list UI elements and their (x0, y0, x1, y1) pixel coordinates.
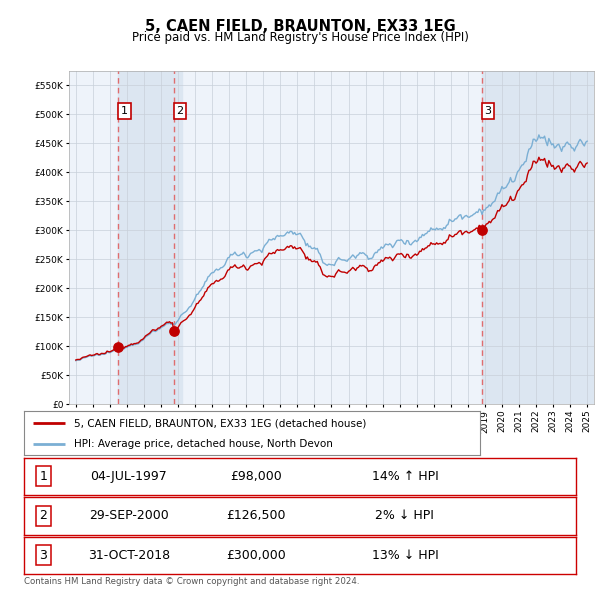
Text: 31-OCT-2018: 31-OCT-2018 (88, 549, 170, 562)
Point (113, 343, 123, 352)
Text: 2: 2 (40, 509, 47, 523)
Bar (482, 71, 594, 404)
Text: 14% ↑ HPI: 14% ↑ HPI (371, 470, 438, 483)
Text: 04-JUL-1997: 04-JUL-1997 (91, 470, 167, 483)
Text: 13% ↓ HPI: 13% ↓ HPI (371, 549, 438, 562)
Text: Price paid vs. HM Land Registry's House Price Index (HPI): Price paid vs. HM Land Registry's House … (131, 31, 469, 44)
Text: 2: 2 (176, 106, 184, 116)
Text: Contains HM Land Registry data © Crown copyright and database right 2024.: Contains HM Land Registry data © Crown c… (24, 577, 359, 586)
Text: 1: 1 (40, 470, 47, 483)
Text: 3: 3 (485, 106, 491, 116)
Text: 5, CAEN FIELD, BRAUNTON, EX33 1EG: 5, CAEN FIELD, BRAUNTON, EX33 1EG (145, 19, 455, 34)
Text: 29-SEP-2000: 29-SEP-2000 (89, 509, 169, 523)
Text: £98,000: £98,000 (230, 470, 282, 483)
Bar (118, 71, 182, 404)
Text: 1: 1 (121, 106, 128, 116)
Text: £300,000: £300,000 (226, 549, 286, 562)
Text: £126,500: £126,500 (226, 509, 286, 523)
Text: 5, CAEN FIELD, BRAUNTON, EX33 1EG (detached house): 5, CAEN FIELD, BRAUNTON, EX33 1EG (detac… (74, 418, 367, 428)
Point (169, 326, 179, 336)
Point (477, 225, 487, 235)
Text: 3: 3 (40, 549, 47, 562)
Text: 2% ↓ HPI: 2% ↓ HPI (376, 509, 434, 523)
Text: HPI: Average price, detached house, North Devon: HPI: Average price, detached house, Nort… (74, 438, 333, 448)
